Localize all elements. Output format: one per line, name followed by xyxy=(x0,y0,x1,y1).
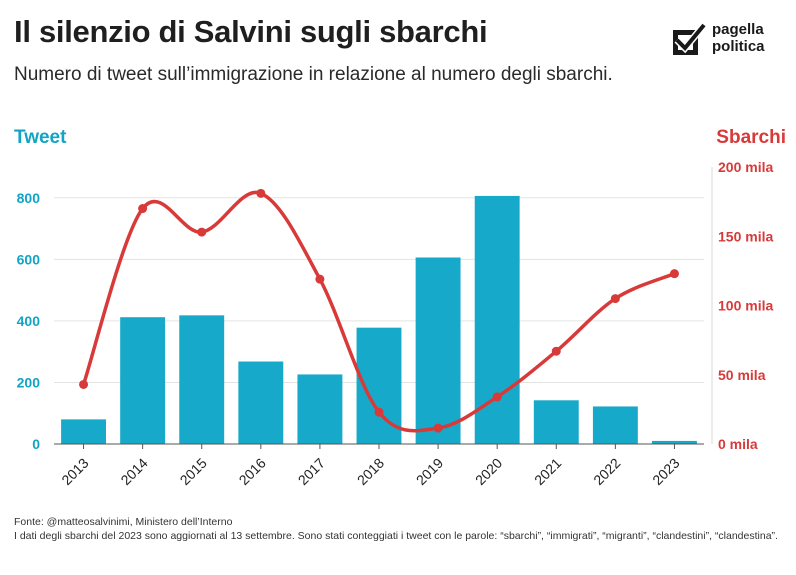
right-tick-label: 200 mila xyxy=(718,159,773,175)
checkbox-check-icon xyxy=(673,22,706,55)
pagella-politica-logo: pagella politica xyxy=(672,20,792,60)
bar xyxy=(61,419,106,444)
logo-text: pagella politica xyxy=(712,21,765,55)
right-tick-label: 0 mila xyxy=(718,436,758,452)
bar xyxy=(297,374,343,444)
left-tick-label: 0 xyxy=(32,436,40,452)
sbarchi-point xyxy=(669,269,679,279)
bar xyxy=(179,315,225,444)
x-tick-label: 2022 xyxy=(590,455,623,488)
x-tick-label: 2013 xyxy=(58,455,91,488)
left-tick-label: 400 xyxy=(17,313,41,329)
chart-title: Il silenzio di Salvini sugli sbarchi xyxy=(14,14,488,49)
footer-note: I dati degli sbarchi del 2023 sono aggio… xyxy=(14,529,778,542)
x-tick-label: 2019 xyxy=(413,455,446,488)
left-tick-label: 600 xyxy=(17,251,41,267)
sbarchi-point xyxy=(551,346,561,356)
bar xyxy=(533,400,579,444)
bar xyxy=(120,317,166,444)
sbarchi-point xyxy=(138,204,148,214)
bar xyxy=(652,440,697,444)
x-tick-label: 2015 xyxy=(177,455,210,488)
x-tick-label: 2017 xyxy=(295,455,328,488)
sbarchi-point xyxy=(315,274,325,284)
left-axis-title: Tweet xyxy=(14,127,67,148)
logo-line-2: politica xyxy=(712,38,765,55)
logo-line-1: pagella xyxy=(712,21,764,38)
x-tick-label: 2023 xyxy=(649,455,682,488)
x-tick-label: 2018 xyxy=(354,455,387,488)
right-tick-label: 50 mila xyxy=(718,367,766,383)
left-tick-label: 200 xyxy=(17,374,41,390)
bar xyxy=(415,257,461,444)
bar xyxy=(592,406,638,444)
x-tick-label: 2016 xyxy=(236,455,269,488)
footer: Fonte: @matteosalvinimi, Ministero dell’… xyxy=(14,516,789,543)
sbarchi-point xyxy=(492,392,502,402)
bar xyxy=(474,195,520,444)
sbarchi-point xyxy=(610,294,620,304)
right-tick-label: 150 mila xyxy=(718,228,773,244)
sbarchi-point xyxy=(374,407,384,417)
x-tick-label: 2014 xyxy=(117,455,150,488)
sbarchi-point xyxy=(433,423,443,433)
right-axis-title: Sbarchi xyxy=(716,127,786,148)
sbarchi-point xyxy=(256,188,266,198)
footer-source: Fonte: @matteosalvinimi, Ministero dell’… xyxy=(14,516,233,528)
chart-area: 0 200 400 600 800 0 mila 50 mila 100 mila 150 mi… xyxy=(17,159,774,488)
left-tick-label: 800 xyxy=(17,190,41,206)
chart-subtitle: Numero di tweet sull’immigrazione in rel… xyxy=(14,64,613,85)
sbarchi-point xyxy=(79,379,89,389)
bar xyxy=(238,361,284,444)
x-tick-label: 2020 xyxy=(472,455,505,488)
x-tick-label: 2021 xyxy=(531,455,564,488)
sbarchi-point xyxy=(197,227,207,237)
right-tick-label: 100 mila xyxy=(718,298,773,314)
